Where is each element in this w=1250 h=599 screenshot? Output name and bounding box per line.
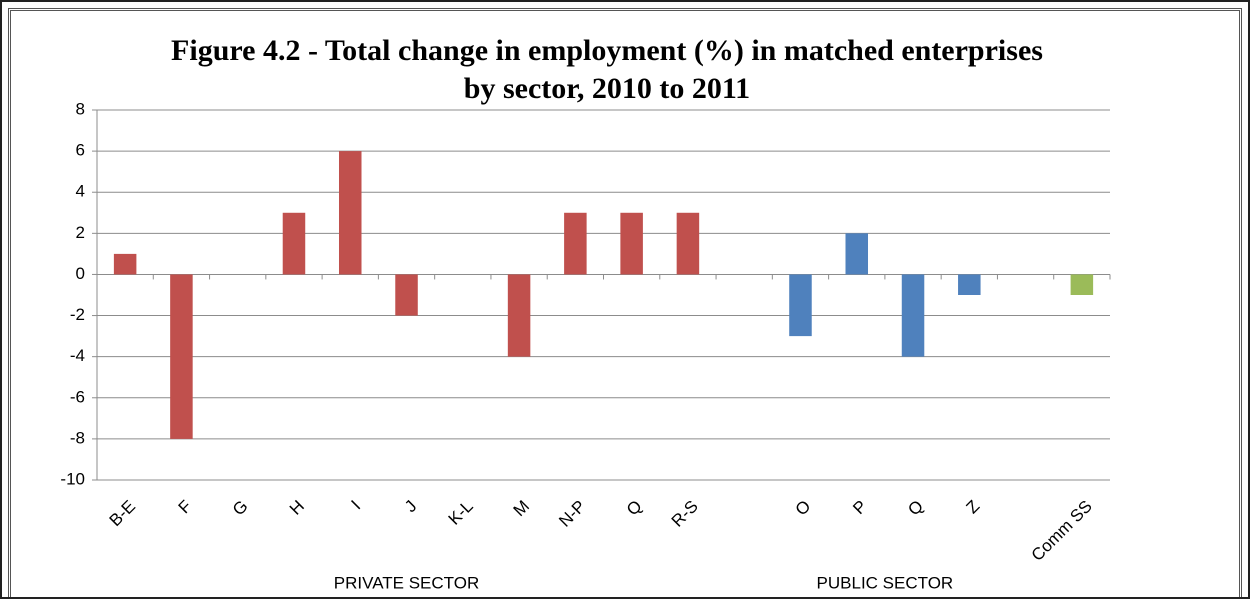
group-label: PRIVATE SECTOR — [334, 573, 479, 592]
bar — [338, 151, 362, 275]
bar — [958, 274, 981, 295]
y-tick-label: 4 — [76, 182, 85, 201]
bar — [113, 253, 137, 275]
bar — [170, 274, 193, 439]
bar — [901, 274, 925, 357]
x-tick-label: Q — [623, 497, 646, 520]
bar — [564, 212, 587, 275]
y-tick-label: -8 — [70, 428, 85, 447]
chart-border — [8, 8, 1242, 597]
y-tick-label: 8 — [76, 99, 85, 118]
y-tick-label: 0 — [76, 264, 85, 283]
x-tick-label: R-S — [668, 497, 702, 531]
y-tick-label: -4 — [70, 346, 85, 365]
x-tick-label: P — [849, 497, 870, 518]
bar — [395, 274, 418, 316]
x-tick-label: O — [792, 497, 815, 520]
y-tick-label: 6 — [76, 141, 85, 160]
x-tick-label: H — [286, 497, 308, 519]
y-tick-label: -2 — [70, 305, 85, 324]
x-tick-label: Comm SS — [1028, 497, 1096, 565]
x-tick-label: B-E — [106, 497, 139, 530]
bar — [1070, 274, 1094, 295]
group-label: PUBLIC SECTOR — [817, 573, 954, 592]
bar — [789, 274, 812, 337]
y-tick-label: -6 — [70, 387, 85, 406]
bar — [676, 212, 700, 275]
bar — [620, 212, 643, 275]
x-tick-label: M — [510, 497, 533, 520]
x-tick-label: Z — [963, 497, 984, 518]
x-tick-label: F — [175, 497, 196, 518]
x-tick-label: Q — [904, 497, 927, 520]
y-tick-label: 2 — [76, 223, 85, 242]
x-tick-label: K-L — [445, 497, 477, 529]
x-tick-label: I — [347, 497, 364, 514]
y-tick-label: -10 — [60, 469, 85, 488]
x-tick-label: N-P — [555, 497, 589, 531]
chart-title: Figure 4.2 - Total change in employment … — [171, 34, 1043, 105]
bar — [845, 233, 869, 275]
bar — [282, 212, 306, 275]
bar — [507, 274, 531, 357]
x-tick-label: G — [229, 497, 252, 520]
x-tick-label: J — [401, 497, 420, 516]
